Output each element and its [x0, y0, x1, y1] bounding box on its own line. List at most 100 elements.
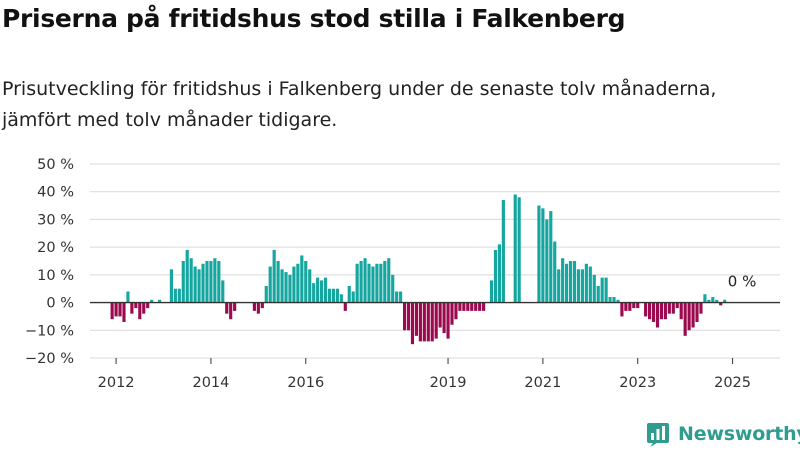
bar — [715, 299, 719, 303]
bar — [568, 261, 573, 303]
bar — [549, 211, 553, 303]
bar — [114, 302, 118, 317]
bar — [209, 261, 213, 303]
bar — [687, 302, 691, 331]
bar — [466, 302, 470, 311]
bar — [292, 266, 296, 303]
newsworthy-chart-icon — [647, 423, 669, 447]
bar — [197, 269, 201, 303]
bar — [142, 302, 146, 314]
bar — [308, 269, 312, 303]
bar — [648, 302, 652, 320]
bar — [201, 263, 205, 303]
bar — [671, 302, 675, 314]
bar — [632, 302, 636, 309]
bar — [138, 302, 142, 320]
bar — [458, 302, 462, 311]
y-tick-label: 50 % — [37, 157, 74, 173]
bar — [604, 277, 608, 303]
y-tick-label: 20 % — [37, 240, 74, 256]
bar — [474, 302, 478, 311]
bar — [130, 302, 134, 314]
bar — [300, 255, 304, 303]
bar — [323, 277, 328, 303]
bar — [185, 249, 189, 303]
bar — [391, 274, 395, 303]
bar — [699, 302, 703, 314]
bar — [679, 302, 683, 320]
bar — [379, 263, 383, 303]
bar — [351, 291, 355, 303]
bar — [146, 302, 150, 309]
bar — [434, 302, 438, 339]
bar — [707, 299, 711, 303]
bar — [723, 299, 727, 303]
bar — [478, 302, 482, 311]
bar — [252, 302, 256, 311]
bar — [596, 285, 600, 303]
bar — [470, 302, 474, 311]
bars — [110, 194, 727, 345]
bar — [260, 302, 264, 309]
bar — [493, 249, 498, 303]
bar — [173, 288, 177, 303]
bar — [612, 297, 616, 303]
bar — [414, 302, 419, 336]
x-tick-label: 2021 — [524, 375, 561, 391]
bar — [557, 269, 561, 303]
bar — [462, 302, 466, 311]
x-tick-label: 2012 — [98, 375, 135, 391]
bar — [217, 261, 221, 303]
bar — [418, 302, 422, 342]
bar — [659, 302, 664, 320]
bar — [367, 263, 371, 303]
bar — [616, 299, 620, 303]
bar — [205, 261, 209, 303]
y-tick-label: 10 % — [37, 268, 74, 284]
bar — [157, 299, 162, 303]
bar — [410, 302, 415, 345]
bar — [296, 263, 300, 303]
bar — [256, 302, 260, 314]
chart-title: Priserna på fritidshus stod stilla i Fal… — [2, 4, 626, 33]
bar — [541, 208, 545, 303]
bar — [363, 258, 367, 303]
bar — [118, 302, 122, 317]
bar — [225, 302, 229, 314]
bar — [644, 302, 648, 317]
bar — [667, 302, 671, 314]
bar — [442, 302, 446, 334]
bar — [229, 302, 233, 320]
bar — [177, 288, 181, 303]
bar — [572, 261, 577, 303]
bar — [576, 269, 581, 303]
bar — [280, 269, 284, 303]
x-tick-label: 2019 — [430, 375, 467, 391]
bar — [213, 258, 217, 303]
bar — [347, 285, 351, 303]
bar — [402, 302, 407, 331]
bar — [636, 302, 640, 309]
bar — [489, 280, 494, 303]
bar — [189, 258, 193, 303]
bar — [383, 261, 387, 303]
bar — [675, 302, 679, 309]
bar — [651, 302, 656, 322]
y-tick-label: 40 % — [37, 185, 74, 201]
bar — [565, 263, 569, 303]
latest-value-annotation: 0 % — [728, 273, 757, 291]
bar — [584, 263, 588, 303]
gridlines — [90, 163, 780, 359]
bar — [406, 302, 411, 331]
x-tick-label: 2023 — [619, 375, 656, 391]
bar — [553, 241, 557, 303]
bar — [288, 274, 292, 303]
bar — [122, 302, 126, 322]
bar — [663, 302, 667, 320]
bar — [703, 294, 707, 303]
bar — [331, 288, 336, 303]
bar — [446, 302, 450, 339]
bar — [450, 302, 454, 325]
bar — [355, 263, 359, 303]
